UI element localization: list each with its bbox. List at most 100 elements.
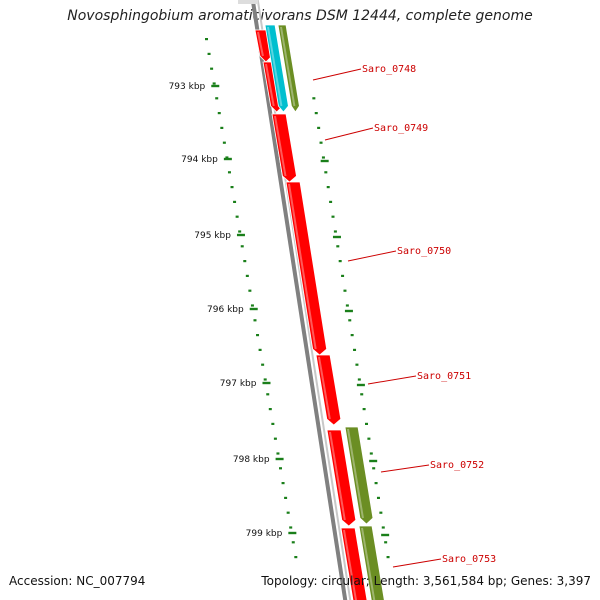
tick-dot <box>217 112 221 115</box>
tick-dot <box>386 556 390 559</box>
rna-feature-block <box>264 24 289 113</box>
feature-fragment <box>238 0 258 4</box>
gene-leader-line <box>347 250 397 262</box>
scale-tick-label: 798 kbp <box>233 455 270 465</box>
tick-dot <box>273 437 277 440</box>
tick-dot <box>329 200 333 203</box>
tick-dot <box>312 97 316 100</box>
tick-dot <box>205 38 208 41</box>
tick-dot <box>294 556 298 559</box>
gene-label: Saro_0748 <box>362 64 416 75</box>
tick-dot <box>276 452 280 455</box>
tick-dot <box>321 156 325 159</box>
tick-dot <box>324 171 328 174</box>
feature-track <box>238 0 385 600</box>
map-title: Novosphingobium aromaticivorans DSM 1244… <box>67 8 533 24</box>
tick-dot <box>284 496 288 499</box>
tick-dot <box>374 482 378 485</box>
tick-dot <box>331 215 335 218</box>
tick-dots <box>205 38 390 559</box>
tick-dot <box>291 541 295 544</box>
orf-feature-block <box>344 426 374 525</box>
tick-dot <box>365 422 369 425</box>
tick-dot <box>225 156 229 159</box>
gene-labels: Saro_0748 Saro_0749 Saro_0750 Saro_0751 Saro… <box>312 64 496 568</box>
tick-dot <box>227 171 231 174</box>
gene-label: Saro_0749 <box>374 123 428 134</box>
orf-feature-block <box>277 24 300 113</box>
cds-feature-block <box>315 354 342 426</box>
tick-dot <box>289 526 293 529</box>
gene-leader-line <box>312 68 362 81</box>
tick-dot <box>279 467 282 470</box>
tick-dot <box>326 186 330 189</box>
tick-dot <box>314 112 318 115</box>
tick-dot <box>207 52 211 55</box>
backbone-ring <box>250 0 352 600</box>
tick-dot <box>348 319 352 322</box>
gene-label: Saro_0752 <box>430 460 484 471</box>
tick-dot <box>376 496 380 499</box>
accession-label: Accession: NC_007794 <box>9 574 146 588</box>
cds-feature-block-highlight <box>343 529 357 600</box>
tick-dot <box>256 334 260 337</box>
tick-dot <box>220 126 224 129</box>
tick-dot <box>253 319 257 322</box>
tick-dot <box>250 304 254 307</box>
tick-dot <box>355 363 359 366</box>
gene-leader-line <box>392 558 442 568</box>
scale-tick-label: 794 kbp <box>181 155 218 165</box>
tick-dot <box>281 482 285 485</box>
gene-leader-line <box>367 375 417 385</box>
tick-dot <box>360 393 364 396</box>
cds-feature-block <box>285 181 328 356</box>
cds-feature-block-highlight <box>257 31 264 57</box>
genome-summary-label: Topology: circular; Length: 3,561,584 bp… <box>261 574 591 588</box>
orf-feature-block-highlight <box>280 26 296 107</box>
cds-feature-block-highlight <box>329 431 346 521</box>
tick-dot <box>212 82 216 85</box>
backbone-line-outer <box>250 0 348 600</box>
tick-dot <box>238 230 242 233</box>
gene-label: Saro_0753 <box>442 554 496 565</box>
tick-dot <box>215 97 219 100</box>
tick-dot <box>345 304 349 307</box>
tick-dot <box>343 289 347 292</box>
tick-dot <box>240 245 244 248</box>
tick-dot <box>367 437 371 440</box>
orf-feature-block-highlight <box>347 428 364 519</box>
scale-ticks: 793 kbp 794 kbp 795 kbp 796 kbp 797 kbp 798 k… <box>169 82 390 539</box>
tick-dot <box>243 260 247 263</box>
tick-dot <box>266 393 270 396</box>
scale-tick-label: 795 kbp <box>194 231 231 241</box>
cds-feature-block-highlight <box>288 183 317 350</box>
rna-feature-block-highlight <box>267 26 283 107</box>
tick-dot <box>261 363 265 366</box>
tick-dot <box>271 422 275 425</box>
tick-dot <box>263 378 267 381</box>
scale-tick-label: 797 kbp <box>220 379 257 389</box>
tick-dot <box>233 200 237 203</box>
cds-feature-block-highlight <box>274 115 287 177</box>
scale-tick-label: 793 kbp <box>169 82 206 92</box>
scale-tick-label: 796 kbp <box>207 305 244 315</box>
tick-dot <box>319 141 323 144</box>
tick-dot <box>210 67 214 70</box>
cds-feature-block-highlight <box>318 356 331 420</box>
orf-feature-block <box>358 525 385 600</box>
tick-dot <box>384 541 388 544</box>
tick-dot <box>336 245 340 248</box>
tick-dot <box>333 230 337 233</box>
gene-label: Saro_0751 <box>417 371 471 382</box>
cds-feature-block <box>340 527 368 600</box>
tick-dot <box>362 408 366 411</box>
tick-dot <box>258 348 262 351</box>
tick-dot <box>338 260 342 263</box>
tick-dot <box>230 186 234 189</box>
tick-dot <box>222 141 226 144</box>
tick-dot <box>317 126 321 129</box>
gene-label: Saro_0750 <box>397 246 451 257</box>
tick-dot <box>341 274 345 277</box>
